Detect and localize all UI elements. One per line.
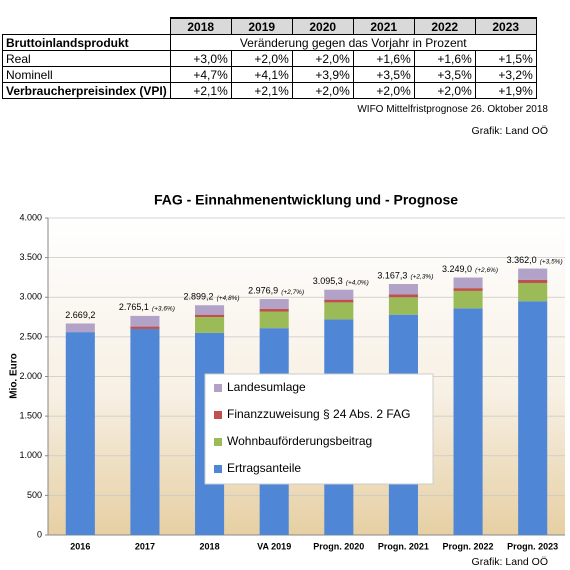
y-tick-label: 3.000	[19, 292, 42, 302]
bar-segment	[324, 299, 354, 303]
y-tick-label: 1.000	[19, 450, 42, 460]
growth-label: (+4,8%)	[217, 295, 240, 302]
bar-segment	[453, 308, 483, 535]
x-tick-label: VA 2019	[257, 541, 291, 551]
cell: +2,0%	[352, 82, 415, 99]
legend-swatch	[214, 384, 222, 392]
table-source: WIFO Mittelfristprognose 26. Oktober 201…	[357, 104, 548, 115]
legend-label: Landesumlage	[227, 380, 306, 394]
total-label: 2.899,2	[184, 292, 214, 302]
bar-segment	[259, 299, 289, 309]
bar-segment	[518, 268, 548, 280]
legend-swatch	[214, 438, 222, 446]
bar-segment	[453, 288, 483, 291]
bar-segment	[259, 311, 289, 329]
bar-segment	[388, 297, 418, 315]
cell: +3,5%	[352, 66, 415, 83]
growth-label: (+3,6%)	[152, 306, 175, 313]
total-label: 3.095,3	[313, 276, 343, 286]
table-row: 2018 2019 2020 2021 2022 2023	[3, 17, 537, 35]
legend-box	[204, 373, 434, 485]
bar-segment	[65, 332, 95, 535]
y-tick-label: 3.500	[19, 252, 42, 262]
bar-segment	[130, 315, 160, 327]
x-tick-label: Progn. 2020	[313, 541, 364, 551]
growth-label: (+2,6%)	[475, 267, 498, 274]
cell: +2,0%	[230, 50, 293, 67]
growth-label: (+2,3%)	[410, 274, 433, 281]
growth-label: (+4,0%)	[346, 279, 369, 286]
row-label: Nominell	[2, 66, 171, 83]
total-label: 3.249,0	[442, 264, 472, 274]
bar-segment	[195, 317, 225, 333]
bar-segment	[65, 323, 95, 333]
bar-segment	[453, 277, 483, 289]
x-tick-label: Progn. 2023	[507, 541, 558, 551]
column-header: 2023	[474, 17, 537, 35]
total-label: 2.669,2	[65, 310, 95, 320]
x-tick-label: 2016	[70, 541, 90, 551]
bar-segment	[130, 326, 160, 329]
bar-segment	[324, 302, 354, 320]
column-header: 2020	[291, 17, 354, 35]
row-label: Verbraucherpreisindex (VPI)	[2, 82, 171, 99]
chart-title: FAG - Einnahmenentwicklung und - Prognos…	[154, 192, 458, 208]
section-note: Veränderung gegen das Vorjahr in Prozent	[169, 34, 537, 51]
x-tick-label: Progn. 2022	[443, 541, 494, 551]
bar-segment	[388, 294, 418, 298]
bar-segment	[518, 279, 548, 283]
chart-credit: Grafik: Land OÖ	[472, 556, 548, 568]
x-tick-label: Progn. 2021	[378, 541, 429, 551]
cell: +2,0%	[413, 82, 476, 99]
y-tick-label: 0	[37, 529, 42, 539]
cell: +2,0%	[291, 50, 354, 67]
cell: +1,5%	[474, 50, 537, 67]
column-header: 2018	[169, 17, 232, 35]
cell: +4,1%	[230, 66, 293, 83]
y-tick-label: 1.500	[19, 411, 42, 421]
y-tick-label: 2.000	[19, 371, 42, 381]
legend-label: Ertragsanteile	[227, 461, 301, 475]
total-label: 2.765,1	[119, 302, 149, 312]
x-tick-label: 2018	[200, 541, 220, 551]
cell: +3,0%	[169, 50, 232, 67]
x-tick-label: 2017	[135, 541, 155, 551]
legend-label: Finanzzuweisung § 24 Abs. 2 FAG	[227, 407, 410, 421]
growth-label: (+3,5%)	[540, 258, 563, 265]
column-header: 2019	[230, 17, 293, 35]
cell: +2,0%	[291, 82, 354, 99]
y-axis-label: Mio. Euro	[9, 353, 20, 399]
bar-segment	[453, 290, 483, 309]
y-tick-label: 2.500	[19, 331, 42, 341]
table-row: Real +3,0% +2,0% +2,0% +1,6% +1,6% +1,5%	[2, 50, 537, 67]
y-tick-label: 500	[27, 490, 42, 500]
total-label: 3.362,0	[507, 255, 537, 265]
bar-segment	[130, 328, 160, 535]
total-label: 2.976,9	[248, 285, 278, 295]
cell: +2,1%	[169, 82, 232, 99]
bar-segment	[388, 284, 418, 295]
bar-segment	[195, 305, 225, 315]
legend-label: Wohnbauförderungsbeitrag	[227, 434, 372, 448]
column-header: 2022	[413, 17, 476, 35]
cell: +1,9%	[474, 82, 537, 99]
total-label: 3.167,3	[377, 270, 407, 280]
bar-segment	[518, 301, 548, 535]
forecast-table: 2018 2019 2020 2021 2022 2023 Bruttoinlandspro…	[2, 17, 537, 99]
legend-swatch	[214, 465, 222, 473]
bar-segment	[518, 282, 548, 302]
bar-segment	[259, 308, 289, 312]
y-tick-label: 4.000	[19, 212, 42, 222]
table-row: Verbraucherpreisindex (VPI) +2,1% +2,1% +2,…	[2, 82, 537, 99]
cell: +4,7%	[169, 66, 232, 83]
table-credit: Grafik: Land OÖ	[471, 125, 548, 137]
growth-label: (+2,7%)	[281, 289, 304, 296]
bar-segment	[195, 314, 225, 318]
bar-segment	[324, 289, 354, 300]
legend-swatch	[214, 411, 222, 419]
